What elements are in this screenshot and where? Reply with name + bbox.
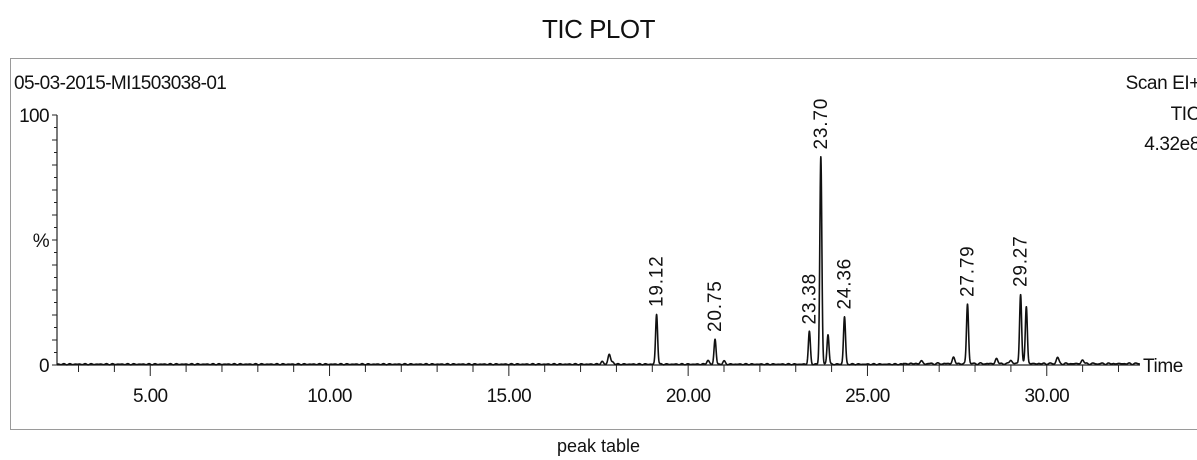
y-tick-label: 0 (39, 356, 49, 377)
x-tick-label: 5.00 (133, 386, 168, 407)
peak-label: 24.36 (835, 258, 856, 310)
sample-id-label: 05-03-2015-MI1503038-01 (14, 73, 226, 94)
y-tick-label: % (33, 231, 50, 252)
chart-title: TIC PLOT (541, 14, 656, 44)
scan-info-line: TIC (1171, 104, 1197, 125)
x-tick-label: 20.00 (666, 386, 711, 407)
tic-trace (56, 155, 1141, 366)
x-tick-label: 25.00 (845, 386, 890, 407)
scan-info-line: Scan EI+ (1126, 73, 1197, 94)
peak-label: 29.27 (1011, 235, 1032, 287)
peak-label: 27.79 (958, 245, 979, 297)
x-tick-label: 30.00 (1024, 386, 1069, 407)
peak-label: 20.75 (705, 280, 726, 332)
peak-table-caption: peak table (556, 436, 641, 456)
x-tick-label: 10.00 (307, 386, 352, 407)
peak-label: 19.12 (647, 255, 668, 307)
x-tick-label: 15.00 (487, 386, 532, 407)
y-tick-label: 100 (19, 106, 49, 127)
peak-label: 23.70 (811, 98, 832, 150)
scan-info-line: 4.32e8 (1144, 134, 1197, 155)
x-axis-label: Time (1143, 356, 1183, 377)
peak-label: 23.38 (799, 273, 820, 325)
plot-frame (10, 58, 1197, 430)
